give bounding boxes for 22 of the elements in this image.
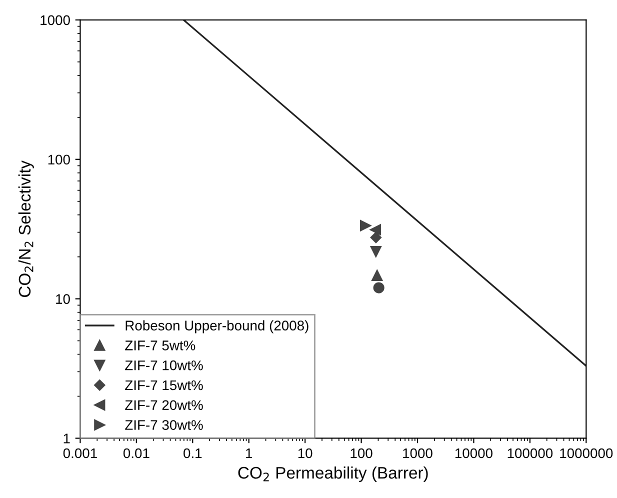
x-tick-label: 0.01 [123, 448, 150, 458]
x-tick-label: 10000 [455, 448, 492, 458]
y-tick-label: 1000 [40, 15, 70, 26]
x-tick-label: 1 [246, 448, 252, 458]
y-axis-title: CO$_{2}$/N$_{2}$ Selectivity [18, 160, 34, 297]
legend-label: ZIF-7 20wt% [125, 400, 203, 410]
x-tick-label: 10 [298, 448, 312, 458]
x-tick-label: 1000 [403, 448, 432, 458]
x-tick-label: 100000 [508, 448, 553, 458]
x-axis-title: CO$_{2}$ Permeability (Barrer) [238, 466, 428, 482]
y-tick-label: 10 [56, 294, 70, 304]
x-tick-label: 1000000 [560, 448, 613, 458]
legend-label: Robeson Upper-bound (2008) [126, 320, 308, 334]
y-tick-label: 1 [64, 434, 70, 444]
legend-label: ZIF-7 10wt% [125, 360, 203, 370]
legend-label: ZIF-7 30wt% [125, 420, 203, 430]
legend-label: ZIF-7 15wt% [125, 380, 203, 390]
y-tick-label: 100 [48, 154, 70, 165]
x-tick-label: 0.1 [184, 448, 202, 458]
legend-label: ZIF-7 5wt% [125, 340, 196, 350]
x-tick-label: 0.001 [63, 448, 97, 458]
x-tick-label: 100 [350, 448, 372, 458]
